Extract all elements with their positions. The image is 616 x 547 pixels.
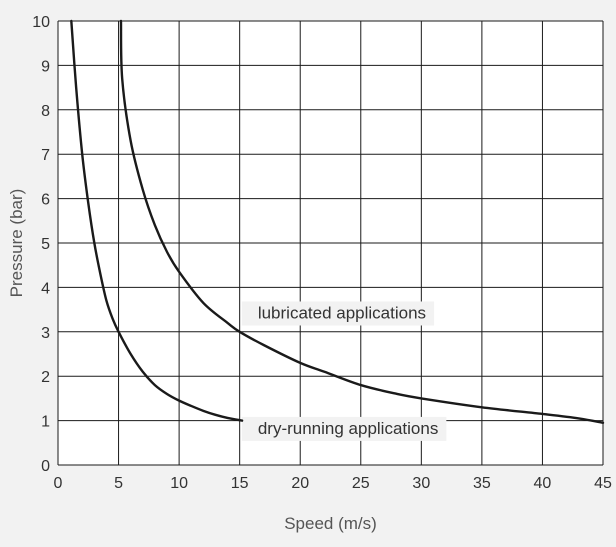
x-tick-label-0: 0 bbox=[54, 475, 63, 492]
x-tick-label-4: 20 bbox=[291, 475, 309, 492]
annotation-background-1 bbox=[241, 416, 447, 441]
x-tick-label-3: 15 bbox=[231, 475, 249, 492]
x-axis-ticks: 0 5 10 15 20 25 30 35 40 45 bbox=[54, 475, 612, 492]
y-tick-label-4: 4 bbox=[41, 280, 50, 297]
annotations: lubricated applications dry-running appli… bbox=[258, 303, 439, 437]
y-tick-label-9: 9 bbox=[41, 58, 50, 75]
annotation-0: lubricated applications bbox=[258, 303, 426, 322]
curve-dry-running bbox=[70, 19, 244, 422]
y-axis-title: Pressure (bar) bbox=[7, 189, 26, 298]
y-tick-label-3: 3 bbox=[41, 325, 50, 342]
x-tick-label-9: 45 bbox=[594, 475, 612, 492]
curves bbox=[70, 19, 605, 425]
x-tick-label-8: 40 bbox=[534, 475, 552, 492]
x-tick-label-2: 10 bbox=[170, 475, 188, 492]
annotation-background-0 bbox=[241, 301, 435, 326]
y-tick-label-2: 2 bbox=[41, 369, 50, 386]
y-tick-label-8: 8 bbox=[41, 103, 50, 120]
y-tick-label-1: 1 bbox=[41, 414, 50, 431]
x-axis-title: Speed (m/s) bbox=[284, 514, 377, 533]
y-tick-label-5: 5 bbox=[41, 236, 50, 253]
x-tick-label-7: 35 bbox=[473, 475, 491, 492]
annotation-backgrounds bbox=[241, 301, 447, 441]
y-tick-label-10: 10 bbox=[32, 14, 50, 31]
curve-lubricated bbox=[119, 19, 605, 425]
y-axis-ticks: 0 1 2 3 4 5 6 7 8 9 10 bbox=[32, 14, 50, 475]
x-tick-label-5: 25 bbox=[352, 475, 370, 492]
annotation-1: dry-running applications bbox=[258, 419, 439, 438]
y-tick-label-7: 7 bbox=[41, 147, 50, 164]
y-tick-label-6: 6 bbox=[41, 192, 50, 209]
x-tick-label-6: 30 bbox=[412, 475, 430, 492]
y-tick-label-0: 0 bbox=[41, 458, 50, 475]
x-tick-label-1: 5 bbox=[114, 475, 123, 492]
